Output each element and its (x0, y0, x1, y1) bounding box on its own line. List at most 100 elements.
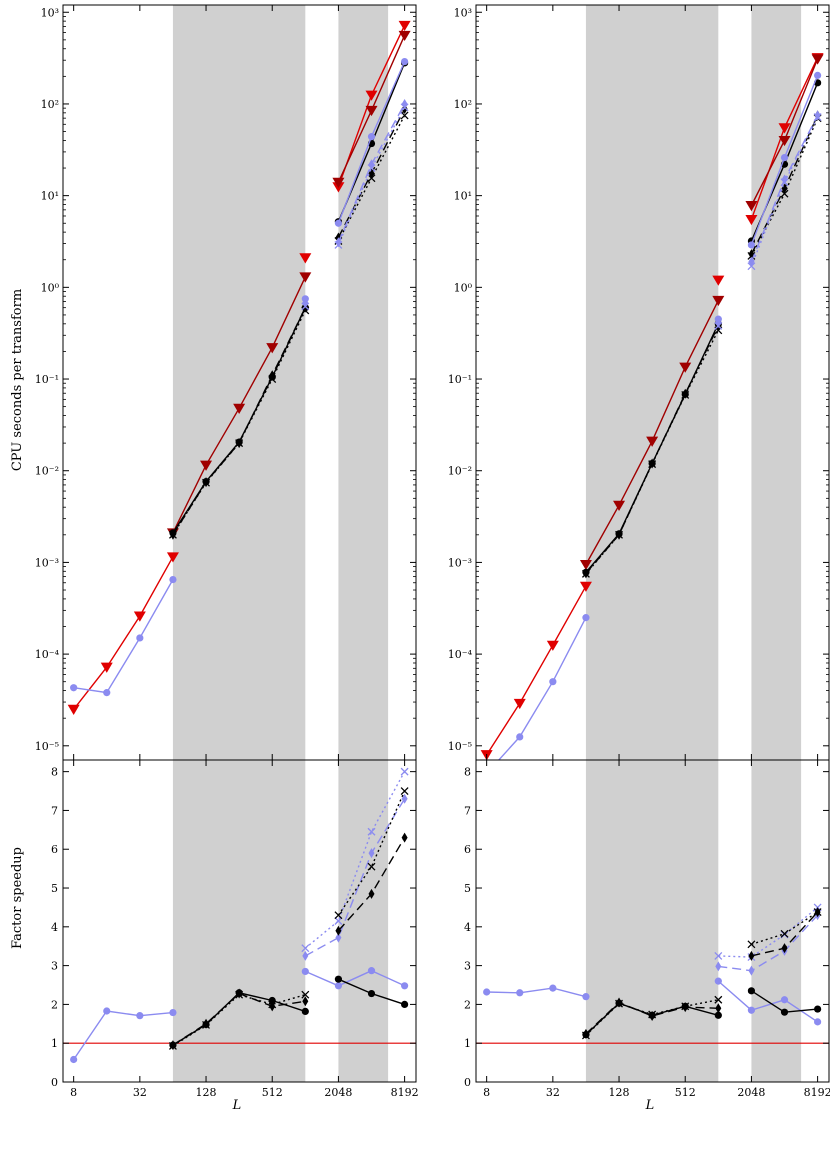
data-point-left-top-2-4 (299, 272, 312, 283)
series-left-top-17 (334, 103, 409, 249)
data-point-right-top-1-3 (582, 614, 590, 622)
series-left-bottom-3 (168, 990, 310, 1050)
series-left-bottom-8 (335, 832, 408, 936)
data-point-right-top-1-1 (516, 733, 524, 741)
panel-right: 10⁻⁵ 10⁻⁴ 10⁻³ 10⁻² 10⁻¹ 10⁰ 10¹ 10² 10³ 0 1 2 3 4 5 6 7… (448, 4, 830, 1099)
y-tick-label-right-top-0: 10⁻⁵ (448, 740, 472, 753)
data-point-right-bottom-3-1 (615, 999, 623, 1008)
y-tick-label-left-top-4: 10⁻¹ (35, 373, 59, 386)
data-point-right-top-2-2 (646, 436, 659, 447)
bottom-axes-frame-right (475, 759, 830, 1083)
data-point-left-bottom-5-0 (302, 950, 309, 961)
data-point-right-bottom-0-1 (516, 989, 524, 997)
data-point-right-top-17-0 (747, 262, 756, 271)
y-tick-label-left-top-5: 10⁰ (41, 281, 60, 294)
data-point-left-bottom-8-1 (368, 888, 375, 899)
data-point-right-top-2-3 (679, 362, 692, 373)
data-point-right-top-6-0 (581, 569, 590, 578)
bottom-axes-frame-left (62, 759, 417, 1083)
data-point-right-bottom-5-1 (748, 965, 755, 976)
series-right-top-8 (715, 317, 722, 328)
y-axis-label-top: CPU seconds per transform (10, 289, 25, 471)
data-point-right-top-17-2 (813, 113, 822, 121)
data-point-right-bottom-2-4 (715, 1003, 722, 1014)
data-point-right-bottom-9-2 (813, 908, 822, 917)
bottom-series-left (70, 767, 409, 1064)
y-tick-label-left-top-0: 10⁻⁵ (35, 740, 59, 753)
data-point-left-bottom-2-4 (302, 996, 309, 1007)
y-tick-label-left-top-3: 10⁻² (35, 465, 59, 478)
data-point-left-top-13-0 (334, 219, 343, 227)
data-point-left-bottom-3-1 (202, 1021, 210, 1029)
series-right-bottom-0 (483, 984, 590, 1001)
data-point-left-top-1-2 (136, 634, 144, 642)
data-point-left-top-17-0 (334, 240, 343, 249)
series-line-right-bottom-2 (585, 1001, 719, 1035)
data-point-left-bottom-0-2 (136, 1012, 144, 1020)
shaded-band-left-0 (172, 5, 306, 1082)
data-point-left-top-13-1 (367, 133, 376, 141)
y-tick-label-right-bottom-0: 0 (464, 1076, 471, 1089)
series-right-bottom-8 (748, 907, 821, 961)
y-tick-label-left-bottom-5: 5 (51, 882, 58, 895)
series-line-left-top-6 (172, 310, 306, 536)
series-line-left-bottom-4 (305, 969, 405, 987)
data-point-right-top-16-1 (781, 174, 788, 185)
shaded-band-right-0 (585, 5, 719, 1082)
series-left-bottom-6 (301, 767, 409, 953)
data-point-left-top-6-3 (268, 375, 277, 383)
series-left-top-13 (334, 57, 409, 227)
series-right-top-2 (579, 295, 725, 571)
data-point-left-bottom-1-4 (301, 1007, 309, 1015)
series-left-bottom-0 (70, 1007, 177, 1064)
data-point-left-bottom-9-2 (400, 787, 409, 795)
data-point-right-bottom-7-0 (747, 987, 756, 995)
data-point-left-bottom-3-3 (268, 1000, 277, 1009)
y-tick-label-right-top-2: 10⁻³ (448, 556, 472, 569)
series-left-top-11 (332, 30, 411, 188)
data-point-right-top-0-1 (513, 698, 526, 710)
x-tick-label-right-0: 8 (483, 1086, 490, 1099)
x-tick-label-left-1: 32 (133, 1086, 147, 1099)
data-point-left-bottom-4-3 (401, 982, 409, 990)
data-point-left-top-11-0 (332, 177, 345, 188)
y-tick-label-right-top-4: 10⁻¹ (448, 373, 472, 386)
data-point-right-bottom-7-2 (814, 1005, 822, 1013)
data-point-left-bottom-6-0 (301, 944, 310, 953)
series-left-top-3 (299, 253, 312, 264)
y-tick-label-right-bottom-3: 3 (464, 960, 471, 973)
data-point-right-bottom-8-1 (781, 943, 788, 954)
series-left-top-0 (67, 552, 179, 716)
series-left-bottom-4 (301, 967, 409, 990)
data-point-left-bottom-3-0 (168, 1041, 177, 1050)
y-tick-label-right-top-7: 10² (454, 98, 472, 111)
data-point-left-top-3-0 (299, 253, 312, 264)
series-right-bottom-2 (582, 997, 722, 1039)
data-point-left-bottom-6-2 (367, 827, 376, 836)
series-right-top-9 (714, 321, 723, 330)
x-tick-label-right-1: 32 (546, 1086, 560, 1099)
data-point-left-top-1-0 (70, 684, 78, 692)
data-point-left-bottom-5-2 (368, 848, 375, 859)
data-point-right-top-6-1 (615, 530, 623, 539)
y-tick-label-right-top-8: 10³ (454, 6, 472, 19)
data-point-right-top-1-2 (549, 678, 557, 686)
series-right-top-0 (480, 581, 592, 760)
x-tick-label-right-2: 128 (609, 1086, 630, 1099)
data-point-left-bottom-0-1 (103, 1007, 111, 1015)
y-tick-label-right-bottom-8: 8 (464, 766, 471, 779)
series-right-top-11 (745, 54, 824, 212)
series-left-top-9 (301, 302, 310, 311)
data-point-right-top-10-0 (745, 214, 758, 226)
data-point-right-bottom-0-2 (549, 984, 557, 992)
x-tick-label-left-2: 128 (196, 1086, 217, 1099)
data-point-left-bottom-6-3 (400, 767, 409, 776)
data-point-right-top-15-0 (747, 251, 756, 260)
series-line-left-bottom-3 (172, 993, 306, 1047)
bottom-series-right (483, 903, 822, 1040)
x-axis-label-right: L (645, 1098, 655, 1113)
data-point-right-top-1-0 (483, 770, 490, 777)
series-right-bottom-3 (581, 995, 723, 1040)
data-point-right-top-3-0 (712, 275, 725, 286)
data-point-right-top-11-1 (778, 135, 791, 147)
